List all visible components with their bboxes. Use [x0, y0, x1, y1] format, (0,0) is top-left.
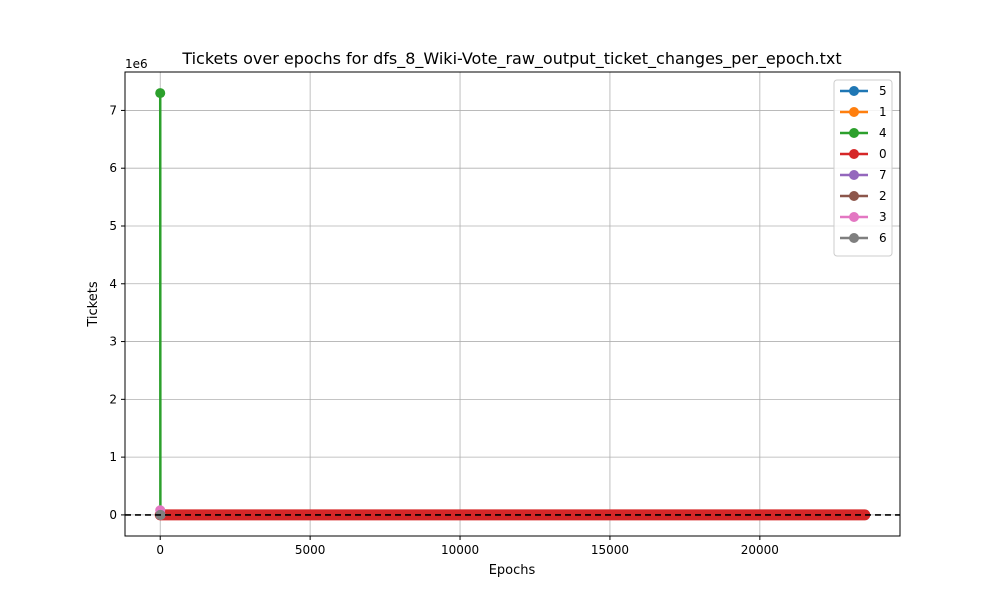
legend-label: 7	[879, 168, 887, 182]
y-tick-label: 7	[109, 103, 117, 117]
data-point	[859, 509, 870, 520]
legend-marker	[849, 212, 859, 222]
legend-box	[833, 79, 893, 257]
y-tick-label: 3	[109, 335, 117, 349]
plot-marks	[125, 88, 900, 521]
legend: 5 1 4 0 7 2 3 6	[833, 79, 893, 257]
legend-marker	[849, 86, 859, 96]
x-tick-label: 5000	[295, 543, 326, 557]
axes: 0 5000 10000 15000 20000 0 1 2 3 4 5 6 7	[109, 103, 779, 557]
x-tick-label: 0	[156, 543, 164, 557]
legend-marker	[849, 149, 859, 159]
legend-marker	[849, 107, 859, 117]
legend-label: 4	[879, 126, 887, 140]
y-tick-label: 5	[109, 219, 117, 233]
y-axis-label: Tickets	[86, 281, 101, 327]
x-tick-label: 15000	[591, 543, 629, 557]
y-tick-label: 0	[109, 508, 117, 522]
y-offset-text: 1e6	[125, 57, 148, 71]
legend-marker	[849, 170, 859, 180]
data-point	[155, 88, 166, 99]
legend-label: 6	[879, 231, 887, 245]
legend-label: 0	[879, 147, 887, 161]
x-tick-label: 10000	[441, 543, 479, 557]
legend-marker	[849, 191, 859, 201]
legend-label: 5	[879, 84, 887, 98]
grid	[125, 72, 900, 536]
x-tick-label: 20000	[741, 543, 779, 557]
legend-marker	[849, 128, 859, 138]
legend-label: 2	[879, 189, 887, 203]
plot-frame	[124, 71, 901, 537]
y-tick-label: 1	[109, 450, 117, 464]
y-tick-label: 6	[109, 161, 117, 175]
y-tick-label: 2	[109, 392, 117, 406]
x-axis-label: Epochs	[489, 563, 536, 578]
legend-marker	[849, 233, 859, 243]
series-0	[154, 509, 871, 521]
y-tick-label: 4	[109, 277, 117, 291]
legend-label: 1	[879, 105, 887, 119]
chart-title: Tickets over epochs for dfs_8_Wiki-Vote_…	[181, 49, 841, 69]
legend-label: 3	[879, 210, 887, 224]
